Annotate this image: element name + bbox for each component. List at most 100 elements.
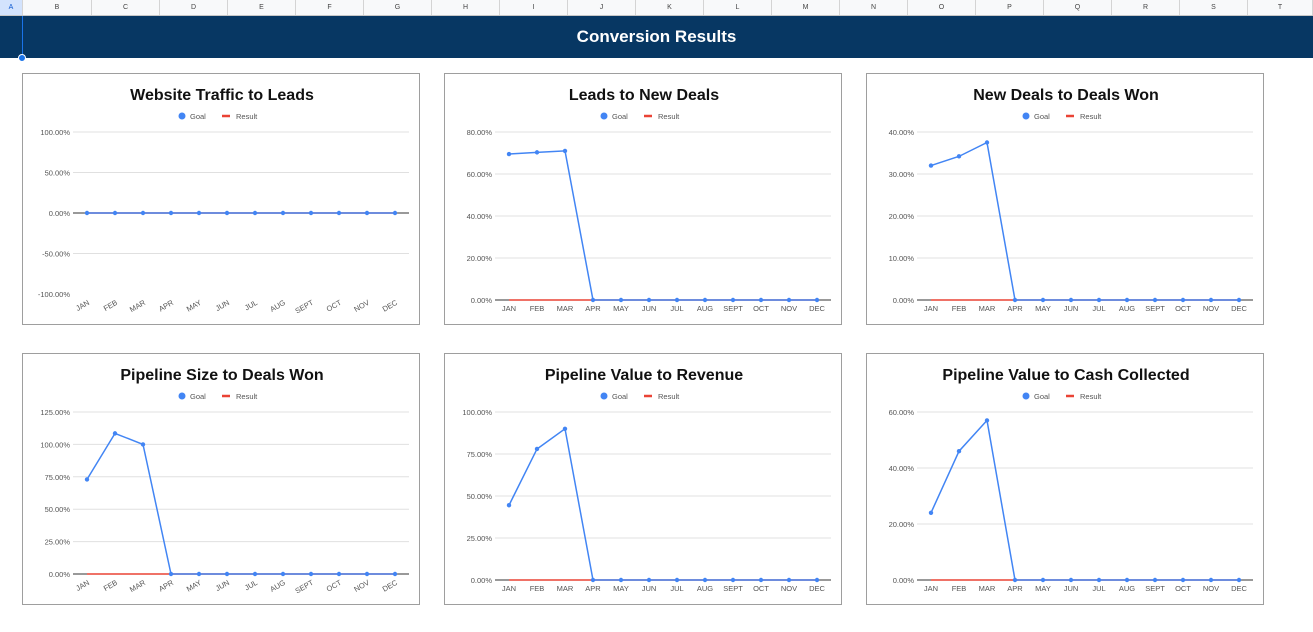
goal-data-point[interactable] — [786, 577, 792, 583]
column-header-b[interactable]: B — [23, 0, 92, 15]
goal-data-point[interactable] — [168, 210, 174, 216]
goal-data-point[interactable] — [84, 210, 90, 216]
goal-data-point[interactable] — [1040, 577, 1046, 583]
goal-data-point[interactable] — [928, 163, 934, 168]
goal-data-point[interactable] — [1180, 297, 1186, 303]
goal-data-point[interactable] — [308, 210, 314, 216]
goal-data-point[interactable] — [1096, 297, 1102, 303]
goal-data-point[interactable] — [84, 477, 90, 482]
goal-data-point[interactable] — [1124, 577, 1130, 583]
column-header-m[interactable]: M — [772, 0, 840, 15]
goal-data-point[interactable] — [196, 210, 202, 216]
goal-data-point[interactable] — [562, 148, 568, 154]
goal-data-point[interactable] — [590, 297, 596, 303]
column-header-g[interactable]: G — [364, 0, 432, 15]
goal-data-point[interactable] — [336, 210, 342, 216]
column-header-k[interactable]: K — [636, 0, 704, 15]
column-header-n[interactable]: N — [840, 0, 908, 15]
goal-data-point[interactable] — [196, 571, 202, 577]
goal-data-point[interactable] — [224, 571, 230, 577]
column-header-o[interactable]: O — [908, 0, 976, 15]
chart-card-6[interactable]: Pipeline Value to Cash Collected Goal Resu… — [866, 353, 1264, 605]
goal-data-point[interactable] — [956, 154, 962, 159]
column-header-s[interactable]: S — [1180, 0, 1248, 15]
goal-data-point[interactable] — [364, 210, 370, 216]
goal-data-point[interactable] — [730, 297, 736, 303]
goal-data-point[interactable] — [1012, 297, 1018, 303]
goal-data-point[interactable] — [1152, 297, 1158, 303]
chart-card-5[interactable]: Pipeline Value to Revenue Goal Result 100.0… — [444, 353, 842, 605]
column-header-d[interactable]: D — [160, 0, 228, 15]
column-header-q[interactable]: Q — [1044, 0, 1112, 15]
goal-data-point[interactable] — [618, 577, 624, 583]
goal-data-point[interactable] — [702, 297, 708, 303]
chart-svg: Leads to New Deals Goal Result 80.00% 60.00%… — [467, 87, 831, 313]
column-header-l[interactable]: L — [704, 0, 772, 15]
goal-data-point[interactable] — [984, 418, 990, 423]
goal-data-point[interactable] — [336, 571, 342, 577]
goal-data-point[interactable] — [1208, 577, 1214, 583]
goal-data-point[interactable] — [758, 577, 764, 583]
goal-data-point[interactable] — [506, 151, 512, 157]
goal-data-point[interactable] — [730, 577, 736, 583]
goal-data-point[interactable] — [1096, 577, 1102, 583]
goal-data-point[interactable] — [928, 510, 934, 515]
goal-data-point[interactable] — [392, 210, 398, 216]
goal-data-point[interactable] — [758, 297, 764, 303]
goal-data-point[interactable] — [1068, 577, 1074, 583]
chart-card-1[interactable]: Website Traffic to Leads Goal Result 100.00… — [22, 73, 420, 325]
goal-data-point[interactable] — [646, 297, 652, 303]
goal-data-point[interactable] — [562, 426, 568, 431]
column-header-a[interactable]: A — [0, 0, 23, 15]
column-header-e[interactable]: E — [228, 0, 296, 15]
goal-data-point[interactable] — [1236, 577, 1242, 583]
goal-data-point[interactable] — [814, 297, 820, 303]
goal-data-point[interactable] — [1124, 297, 1130, 303]
goal-data-point[interactable] — [112, 210, 118, 216]
goal-data-point[interactable] — [280, 210, 286, 216]
selection-drag-handle[interactable] — [18, 54, 26, 62]
goal-data-point[interactable] — [590, 577, 596, 583]
goal-data-point[interactable] — [140, 442, 146, 447]
goal-data-point[interactable] — [534, 446, 540, 452]
goal-data-point[interactable] — [308, 571, 314, 577]
goal-data-point[interactable] — [786, 297, 792, 303]
goal-data-point[interactable] — [252, 210, 258, 216]
goal-data-point[interactable] — [814, 577, 820, 583]
chart-card-4[interactable]: Pipeline Size to Deals Won Goal Result 125.… — [22, 353, 420, 605]
goal-data-point[interactable] — [984, 140, 990, 145]
goal-data-point[interactable] — [364, 571, 370, 577]
goal-data-point[interactable] — [618, 297, 624, 303]
column-header-j[interactable]: J — [568, 0, 636, 15]
column-header-i[interactable]: I — [500, 0, 568, 15]
goal-data-point[interactable] — [224, 210, 230, 216]
column-header-c[interactable]: C — [92, 0, 160, 15]
goal-data-point[interactable] — [1040, 297, 1046, 303]
goal-data-point[interactable] — [1208, 297, 1214, 303]
goal-data-point[interactable] — [674, 577, 680, 583]
goal-data-point[interactable] — [956, 449, 962, 454]
chart-card-2[interactable]: Leads to New Deals Goal Result 80.00% 60.00%… — [444, 73, 842, 325]
goal-data-point[interactable] — [280, 571, 286, 577]
goal-data-point[interactable] — [112, 431, 118, 436]
goal-data-point[interactable] — [674, 297, 680, 303]
goal-data-point[interactable] — [534, 150, 540, 155]
goal-data-point[interactable] — [1236, 297, 1242, 303]
chart-card-3[interactable]: New Deals to Deals Won Goal Result 40.00% 30… — [866, 73, 1264, 325]
column-header-h[interactable]: H — [432, 0, 500, 15]
column-header-p[interactable]: P — [976, 0, 1044, 15]
goal-data-point[interactable] — [646, 577, 652, 583]
goal-data-point[interactable] — [140, 210, 146, 216]
goal-data-point[interactable] — [1012, 577, 1018, 583]
goal-data-point[interactable] — [252, 571, 258, 577]
goal-data-point[interactable] — [702, 577, 708, 583]
column-header-r[interactable]: R — [1112, 0, 1180, 15]
goal-data-point[interactable] — [506, 503, 512, 508]
goal-data-point[interactable] — [392, 571, 398, 577]
column-header-t[interactable]: T — [1248, 0, 1313, 15]
column-header-f[interactable]: F — [296, 0, 364, 15]
goal-data-point[interactable] — [168, 571, 174, 577]
goal-data-point[interactable] — [1068, 297, 1074, 303]
goal-data-point[interactable] — [1152, 577, 1158, 583]
goal-data-point[interactable] — [1180, 577, 1186, 583]
